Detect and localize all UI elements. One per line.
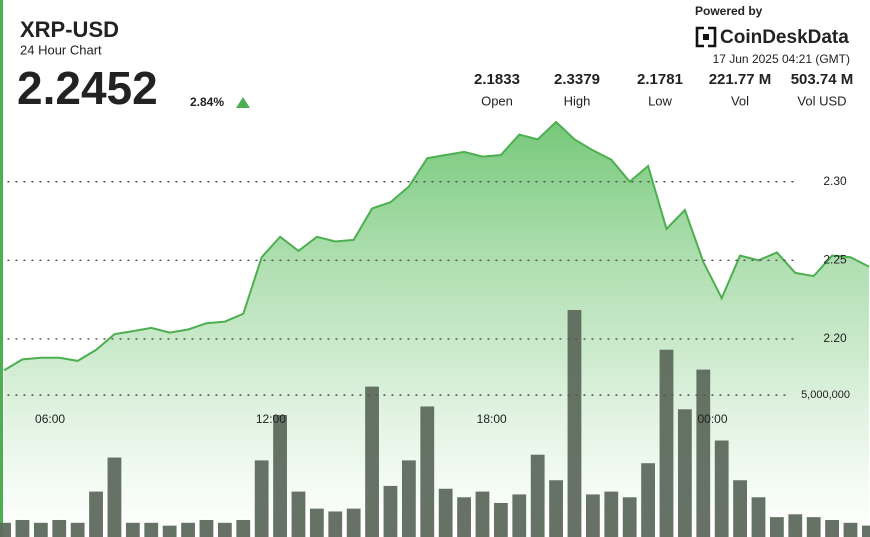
x-tick-label: 06:00 xyxy=(35,412,65,426)
stat-label: Vol USD xyxy=(797,93,846,108)
price: 2.2452 xyxy=(17,62,158,114)
volume-bar xyxy=(181,522,195,537)
volume-bar xyxy=(291,491,306,537)
stat-label: High xyxy=(564,93,591,108)
up-arrow xyxy=(236,97,250,108)
volume-bar xyxy=(89,491,103,537)
volume-bar xyxy=(254,460,269,537)
stat-value: 2.1833 xyxy=(474,71,520,88)
volume-bar xyxy=(714,440,729,537)
x-tick-label: 18:00 xyxy=(477,412,507,426)
stat-label: Vol xyxy=(731,93,749,108)
brand-logo xyxy=(695,26,717,48)
volume-bar xyxy=(457,497,471,537)
stats: 2.1833 Open 2.3379 High 2.1781 Low 221.77 M Vol… xyxy=(474,71,853,108)
volume-bar xyxy=(309,508,324,537)
price-line xyxy=(3,120,870,372)
y-tick-label: 2.25 xyxy=(823,253,847,267)
volume-bar xyxy=(383,485,398,537)
y2-tick-label: 5,000,000 xyxy=(801,389,850,401)
volume-bar xyxy=(641,463,655,537)
volume-bar xyxy=(217,522,232,537)
volume-bar xyxy=(199,519,214,537)
volume-bar xyxy=(328,511,343,537)
volume-bar xyxy=(659,349,674,537)
volume-bar xyxy=(843,522,858,537)
price-area xyxy=(4,122,869,537)
y-tick-label: 2.20 xyxy=(823,331,847,345)
symbol: XRP-USD xyxy=(20,17,119,42)
stat-value: 2.3379 xyxy=(554,71,600,88)
volume-bar xyxy=(530,454,545,537)
volume-bar xyxy=(677,409,692,537)
volume-bar xyxy=(273,414,287,537)
volume-bar xyxy=(806,517,821,537)
volume-bar xyxy=(567,309,582,537)
volume-bar xyxy=(493,502,508,537)
x-tick-label: 12:00 xyxy=(256,412,286,426)
stat-label: Low xyxy=(648,93,672,108)
plot: 2.20 2.25 2.30 5,000,000 06:00 12:00 18:00 00:0… xyxy=(0,120,870,537)
volume-bar xyxy=(70,522,85,537)
subtitle: 24 Hour Chart xyxy=(20,42,102,57)
stat-label: Open xyxy=(481,93,513,108)
volume-bar xyxy=(512,494,527,537)
brand: CoinDeskData xyxy=(720,27,849,48)
volume-bar xyxy=(144,522,159,537)
volume-bar xyxy=(162,525,177,537)
volume-bar xyxy=(861,525,870,537)
volume-bar xyxy=(107,457,122,537)
volume-bar xyxy=(33,522,48,537)
volume-bar xyxy=(475,491,490,537)
timestamp: 17 Jun 2025 04:21 (GMT) xyxy=(713,52,850,66)
left-accent xyxy=(0,0,3,537)
powered-by: Powered by xyxy=(695,4,763,18)
volume-bar xyxy=(346,508,361,537)
volume-bar xyxy=(52,519,67,537)
stat-value: 221.77 M xyxy=(709,71,772,88)
volume-bar xyxy=(733,480,747,537)
volume-bar xyxy=(549,480,563,537)
y-tick-label: 2.30 xyxy=(823,174,847,188)
x-tick-label: 00:00 xyxy=(697,412,727,426)
volume-bar xyxy=(585,494,600,537)
volume-bar xyxy=(604,491,619,537)
volume-bar xyxy=(125,522,140,537)
volume-bar xyxy=(236,519,251,537)
volume-bar xyxy=(365,386,379,537)
volume-bar xyxy=(788,514,803,537)
volume-bar xyxy=(401,460,416,537)
volume-bar xyxy=(696,369,711,537)
volume-bar xyxy=(0,522,11,537)
volume-bar xyxy=(15,519,30,537)
volume-bar xyxy=(769,517,784,537)
volume-bar xyxy=(420,406,435,537)
volume-bar xyxy=(751,497,766,537)
stat-value: 2.1781 xyxy=(637,71,683,88)
volume-bar xyxy=(825,519,839,537)
stat-value: 503.74 M xyxy=(791,71,854,88)
volume-bar xyxy=(622,497,637,537)
volume-bar xyxy=(438,488,453,537)
change: 2.84% xyxy=(190,95,224,109)
